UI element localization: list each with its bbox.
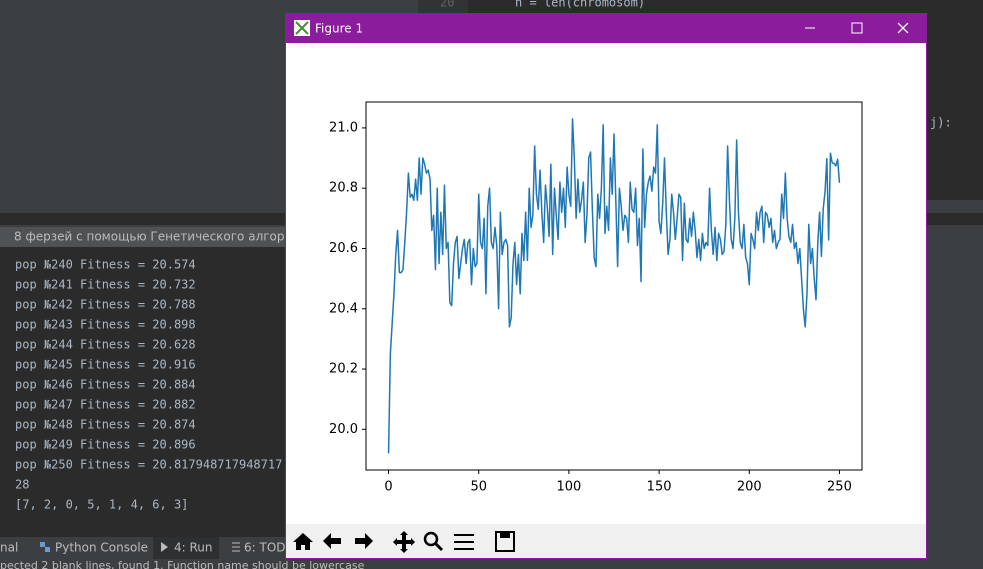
toolbar [286, 524, 926, 558]
console-line: pop №241 Fitness = 20.732 [15, 278, 196, 292]
home-button[interactable] [293, 533, 313, 550]
save-glyph [500, 532, 510, 538]
bottom-tab[interactable]: Python Console [55, 541, 148, 555]
zoom-handle [433, 541, 444, 552]
console-line: pop №244 Fitness = 20.628 [15, 338, 196, 352]
maximize-button[interactable] [851, 22, 863, 34]
code-fragment: j): [930, 116, 952, 130]
figure-canvas [286, 43, 926, 524]
console-line: pop №247 Fitness = 20.882 [15, 398, 196, 412]
y-tick-label: 20.8 [329, 181, 358, 196]
x-tick-label: 50 [470, 480, 487, 495]
window-icon-glyph [295, 21, 309, 35]
run-tab-title: 8 ферзей с помощью Генетического алгорит… [14, 230, 311, 244]
line-series [387, 118, 841, 454]
python-icon [40, 542, 50, 552]
console-line: pop №249 Fitness = 20.896 [15, 438, 196, 452]
forward-button[interactable] [355, 533, 373, 549]
console-line: pop №242 Fitness = 20.788 [15, 298, 196, 312]
side-panel [927, 225, 983, 537]
console-line: pop №245 Fitness = 20.916 [15, 358, 196, 372]
console-line: 28 [15, 478, 29, 492]
x-tick-label: 0 [384, 480, 392, 495]
bottom-tab[interactable]: nal [0, 541, 18, 555]
active-tab-bg [153, 537, 219, 559]
close-button[interactable] [897, 22, 909, 34]
y-tick-label: 20.2 [329, 362, 358, 377]
status-bar [0, 559, 983, 569]
bottom-tab[interactable]: 6: TODO [244, 541, 295, 555]
plot: 0 50 100 150 200 250 20.0 20.2 20.4 20.6 20.8 21.0 [329, 101, 863, 495]
zoom-button[interactable] [423, 531, 439, 547]
console-line: pop №248 Fitness = 20.874 [15, 418, 196, 432]
code-line: n = len(chromosom) [515, 0, 645, 10]
x-tick-label: 250 [827, 480, 852, 495]
line-number: 20 [440, 0, 454, 10]
y-tick-label: 20.0 [329, 422, 358, 437]
y-tick-label: 21.0 [329, 120, 358, 135]
status-text: pected 2 blank lines, found 1. Function … [0, 559, 365, 569]
x-tick-label: 200 [737, 480, 762, 495]
todo-icon [232, 542, 240, 552]
configure-button[interactable] [454, 534, 474, 550]
y-tick-label: 20.6 [329, 241, 358, 256]
axes-frame [365, 101, 863, 471]
console-line: pop №243 Fitness = 20.898 [15, 318, 196, 332]
pan-button[interactable] [393, 531, 415, 553]
window-title: Figure 1 [315, 22, 363, 36]
toolbar-buttons [293, 531, 515, 553]
run-icon [161, 542, 168, 552]
y-tick-label: 20.4 [329, 301, 358, 316]
bottom-tab[interactable]: 4: Run [174, 541, 213, 555]
console-lines: pop №240 Fitness = 20.574 pop №241 Fitnes… [15, 258, 282, 512]
console-line: pop №250 Fitness = 20.817948717948717 [15, 458, 282, 472]
run-tab[interactable] [0, 227, 285, 247]
back-button[interactable] [323, 533, 341, 549]
x-tick-label: 150 [647, 480, 672, 495]
console-line: [7, 2, 0, 5, 1, 4, 6, 3] [15, 498, 188, 512]
x-tick-label: 100 [556, 480, 581, 495]
console-line: pop №246 Fitness = 20.884 [15, 378, 196, 392]
console-line: pop №240 Fitness = 20.574 [15, 258, 196, 272]
